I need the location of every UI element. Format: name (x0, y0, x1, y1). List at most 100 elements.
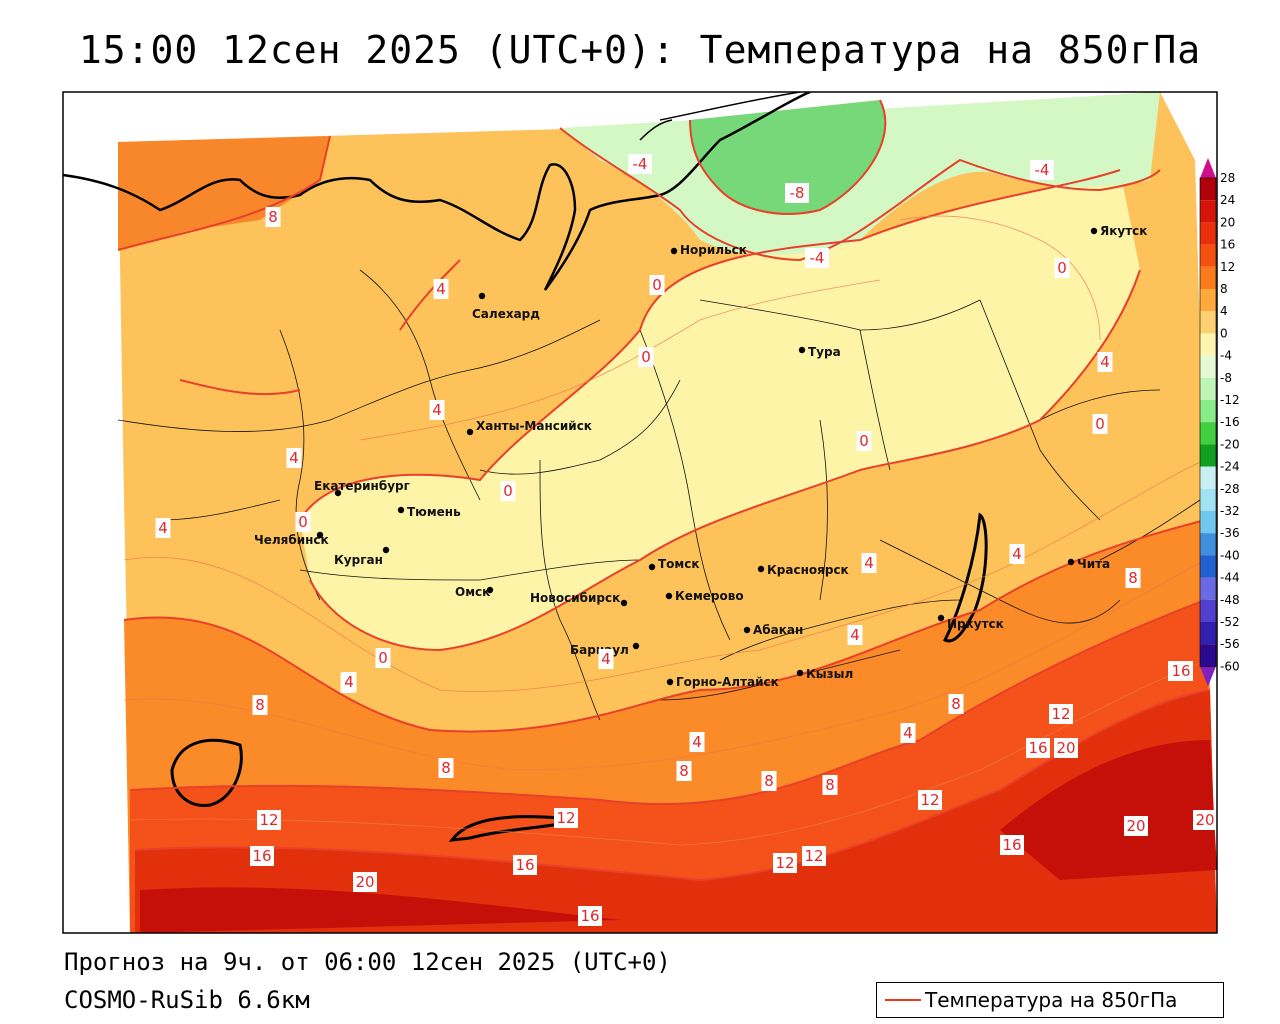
colorbar-segment (1200, 444, 1216, 467)
cool-zone-central (300, 170, 1140, 650)
colorbar-tick-label: 4 (1220, 304, 1228, 318)
isotherm-label: -4 (633, 155, 648, 173)
isotherm-label: 16 (580, 907, 599, 925)
isotherm-lines-thin (123, 215, 1211, 846)
warm-zone-northwest (118, 136, 330, 250)
isotherm-label-bg (1054, 258, 1070, 278)
colorbar-segment (1200, 599, 1216, 622)
city-dot (466, 428, 474, 436)
isotherm-label-bg (1026, 738, 1050, 758)
isotherm-label: 4 (1012, 545, 1022, 563)
city-label: Иркутск (947, 617, 1004, 631)
isotherm-label-bg (847, 625, 863, 645)
colorbar-tick-label: -40 (1220, 548, 1240, 562)
city-dot (743, 626, 751, 634)
city-label: Красноярск (767, 563, 849, 577)
city-dot (937, 614, 945, 622)
isotherm-label: -4 (810, 249, 825, 267)
isotherm-label: 16 (1028, 739, 1047, 757)
city-dot (1067, 558, 1075, 566)
colorbar-segment (1200, 466, 1216, 489)
colorbar-tick-label: -16 (1220, 415, 1240, 429)
isotherm-label-bg (1125, 568, 1141, 588)
colorbar-segment (1200, 333, 1216, 356)
isotherm-label: 20 (1056, 739, 1075, 757)
model-name: COSMO-RuSib 6.6км (64, 986, 310, 1014)
isotherm-label: 16 (1171, 662, 1190, 680)
isotherm-label-bg (250, 846, 274, 866)
isotherm-label: 0 (652, 276, 662, 294)
isotherm-label-bg (689, 732, 705, 752)
isotherm-label: 0 (859, 432, 869, 450)
isotherm-label: 4 (692, 733, 702, 751)
city-dot (798, 346, 806, 354)
isotherm-label-bg (353, 872, 377, 892)
city-label: Якутск (1100, 224, 1147, 238)
colorbar-segment (1200, 644, 1216, 667)
isotherm-label: 4 (436, 280, 446, 298)
isotherm-label: 4 (903, 724, 913, 742)
isotherm-label-bg (785, 183, 809, 203)
isotherm-label-bg (761, 771, 777, 791)
colorbar: 28 24 20 16 12 8 4 0 -4 -8 -12 -16 -20 -24 -28 -32 -36 -4… (1199, 158, 1240, 687)
warm-band-20 (140, 740, 1217, 933)
colorbar-tick-label: -12 (1220, 393, 1240, 407)
isotherm-label-bg (578, 906, 602, 926)
colorbar-tick-label: -8 (1220, 371, 1232, 385)
isotherm-label-bg (375, 648, 391, 668)
legend-label: Температура на 850гПа (925, 988, 1178, 1012)
isotherm-label: 12 (920, 791, 939, 809)
city-label: Салехард (472, 307, 540, 321)
colorbar-segment (1200, 222, 1216, 245)
isotherm-label-bg (513, 855, 537, 875)
isotherm-label: -4 (1035, 161, 1050, 179)
forecast-info: Прогноз на 9ч. от 06:00 12сен 2025 (UTC+… (64, 948, 671, 976)
isotherm-label-bg (265, 207, 281, 227)
city-dot (670, 247, 678, 255)
isotherm-label: 0 (503, 482, 513, 500)
isotherm-label: 8 (1128, 569, 1138, 587)
colorbar-bottom-arrow (1200, 666, 1216, 687)
isotherm-label: 4 (158, 519, 168, 537)
colorbar-tick-label: 0 (1220, 326, 1228, 340)
isotherm-label: 4 (289, 449, 299, 467)
aral-sea (170, 738, 243, 807)
legend: Температура на 850гПа (876, 982, 1224, 1018)
isotherm-label-bg (773, 853, 797, 873)
isotherm-label: 4 (601, 650, 611, 668)
colorbar-tick-label: 12 (1220, 260, 1235, 274)
city-label: Екатеринбург (314, 479, 410, 493)
city-label: Курган (334, 553, 383, 567)
colorbar-tick-label: 24 (1220, 193, 1235, 207)
isotherm-label-bg (1009, 544, 1025, 564)
region-borders (117, 269, 1201, 721)
isotherm-label: 8 (441, 759, 451, 777)
isotherm-label: 8 (825, 776, 835, 794)
isotherm-label-bg (295, 512, 311, 532)
colorbar-tick-label: 16 (1220, 238, 1235, 252)
colorbar-tick-label: -36 (1220, 526, 1240, 540)
colorbar-tick-label: -56 (1220, 637, 1240, 651)
isotherm-label: 12 (775, 854, 794, 872)
lake-baikal (942, 512, 988, 643)
colorbar-segment (1200, 488, 1216, 511)
isotherm-label-bg (649, 275, 665, 295)
isotherm-label: 4 (344, 673, 354, 691)
legend-line-swatch (885, 999, 921, 1001)
isotherm-label: 8 (679, 762, 689, 780)
colorbar-top-arrow (1200, 158, 1216, 178)
isotherm-label: 8 (764, 772, 774, 790)
isotherm-label: 4 (432, 401, 442, 419)
isotherm-label-bg (286, 448, 302, 468)
isotherm-label-bg (554, 808, 578, 828)
colorbar-segment (1200, 511, 1216, 534)
map-title: 15:00 12сен 2025 (UTC+0): Температура на… (78, 28, 1202, 72)
warm-band-16 (135, 690, 1217, 933)
colorbar-segment (1200, 311, 1216, 334)
city-dot (486, 586, 494, 594)
city-label: Омск (455, 585, 490, 599)
city-label: Норильск (680, 243, 747, 257)
isotherm-label: 4 (850, 626, 860, 644)
city-label: Челябинск (254, 533, 329, 547)
